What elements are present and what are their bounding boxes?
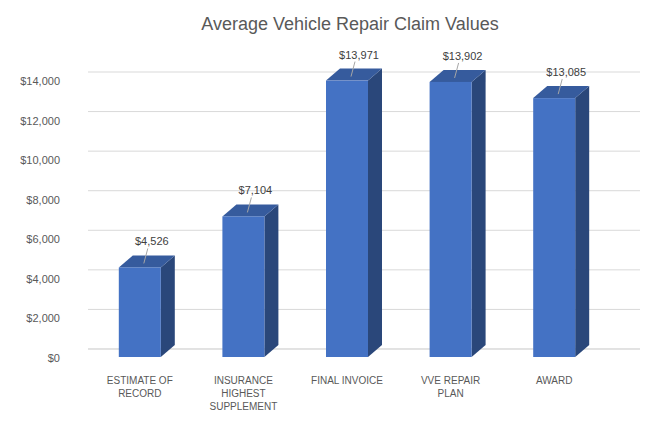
bar-front <box>119 267 161 357</box>
y-tick-label: $0 <box>48 352 60 364</box>
x-tick-label: VVE REPAIRPLAN <box>421 375 480 399</box>
bar <box>222 204 278 357</box>
bar-front <box>326 81 368 357</box>
y-tick-label: $4,000 <box>26 273 60 285</box>
data-label: $13,971 <box>339 49 379 61</box>
labels: $4,526 $7,104 $13,971 $13,902 $13,085 <box>135 49 586 264</box>
bar-front <box>430 82 472 357</box>
bar-side <box>368 69 382 357</box>
label-leader <box>247 197 251 212</box>
chart-title: Average Vehicle Repair Claim Values <box>201 14 499 34</box>
label-leader <box>558 79 562 94</box>
label-leader <box>351 62 355 77</box>
label-leader <box>144 248 148 263</box>
x-tick-label: FINAL INVOICE <box>311 375 383 386</box>
x-tick-label: ESTIMATE OFRECORD <box>107 375 173 399</box>
label-leader <box>455 63 459 78</box>
bar-top <box>533 86 589 98</box>
bar-side <box>161 255 175 357</box>
y-tick-label: $8,000 <box>26 194 60 206</box>
y-tick-label: $6,000 <box>26 233 60 245</box>
bar <box>533 86 589 357</box>
data-label: $4,526 <box>135 235 169 247</box>
data-label: $13,085 <box>546 66 586 78</box>
data-label: $13,902 <box>443 50 483 62</box>
data-label: $7,104 <box>239 184 273 196</box>
x-tick-label: AWARD <box>536 375 572 386</box>
bar-side <box>472 70 486 357</box>
y-tick-label: $14,000 <box>20 75 60 87</box>
bar-side <box>264 204 278 357</box>
y-tick-label: $10,000 <box>20 154 60 166</box>
bar-side <box>575 86 589 357</box>
bars <box>119 69 589 357</box>
bar <box>119 255 175 357</box>
bar-front <box>222 216 264 357</box>
background <box>0 0 658 428</box>
chart: Average Vehicle Repair Claim Values $0 $2,… <box>0 0 658 428</box>
bar-front <box>533 98 575 357</box>
bar-top <box>326 69 382 81</box>
chart-container: Average Vehicle Repair Claim Values $0 $2,… <box>0 0 658 428</box>
bar-top <box>119 255 175 267</box>
x-tick-label: INSURANCEHIGHESTSUPPLEMENT <box>210 375 278 412</box>
bar-top <box>430 70 486 82</box>
bar <box>430 70 486 357</box>
y-tick-label: $12,000 <box>20 115 60 127</box>
bar <box>326 69 382 357</box>
y-tick-label: $2,000 <box>26 312 60 324</box>
bar-top <box>222 204 278 216</box>
